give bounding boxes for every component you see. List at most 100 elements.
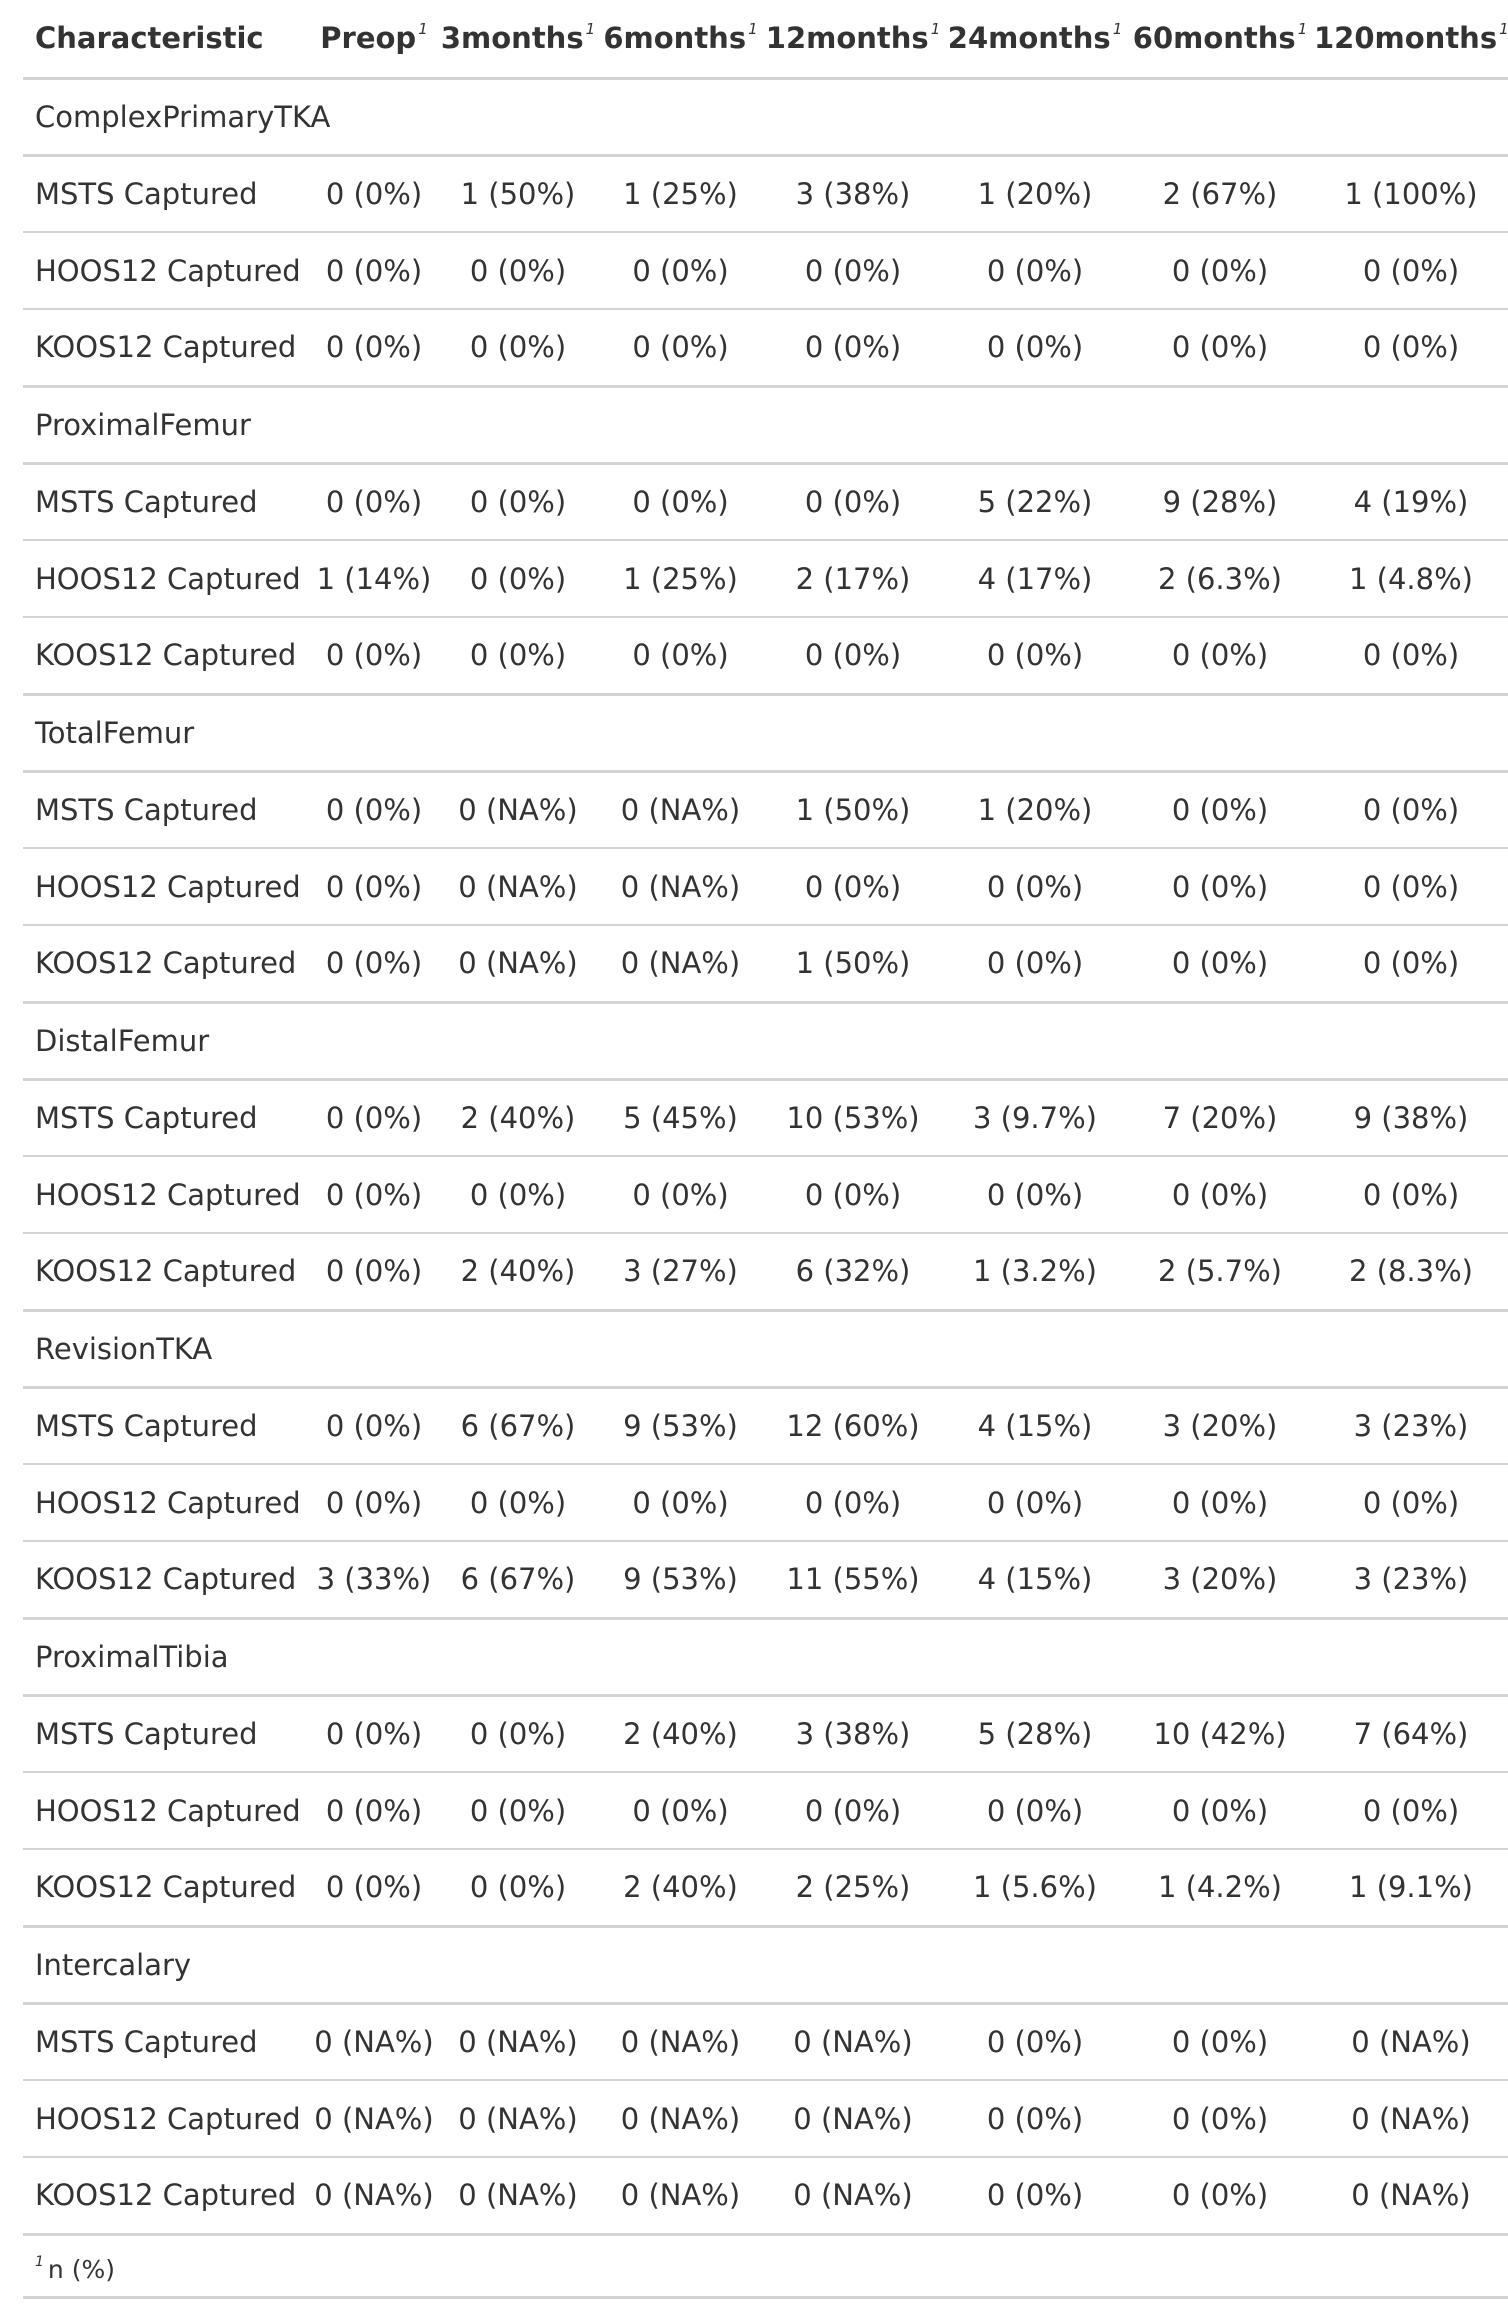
table-cell: 0 (0%) xyxy=(437,1772,599,1850)
table-cell: 0 (NA%) xyxy=(599,2080,762,2158)
table-cell: 10 (42%) xyxy=(1126,1695,1314,1773)
table-row: MSTS Captured 0 (0%) 0 (NA%) 0 (NA%) 1 (50%)… xyxy=(23,771,1508,849)
footnote-text: n (%) xyxy=(47,2255,115,2284)
row-label: KOOS12 Captured xyxy=(23,617,311,696)
column-header-label: Preop xyxy=(320,21,417,56)
table-cell: 3 (9.7%) xyxy=(944,1079,1126,1157)
table-cell: 0 (0%) xyxy=(762,309,944,388)
table-row: KOOS12 Captured 3 (33%) 6 (67%) 9 (53%) 11 (… xyxy=(23,1541,1508,1620)
table-cell: 3 (38%) xyxy=(762,1695,944,1773)
group-header-row: ProximalFemur xyxy=(23,386,1508,465)
table-cell: 0 (0%) xyxy=(437,1849,599,1928)
row-label: KOOS12 Captured xyxy=(23,1849,311,1928)
footnote-mark: 1 xyxy=(418,20,428,39)
table-cell: 0 (0%) xyxy=(944,617,1126,696)
table-cell: 0 (0%) xyxy=(311,848,437,926)
table-cell: 0 (0%) xyxy=(944,232,1126,310)
table-cell: 12 (60%) xyxy=(762,1387,944,1465)
table-cell: 0 (0%) xyxy=(437,309,599,388)
row-label: KOOS12 Captured xyxy=(23,2157,311,2236)
table-cell: 2 (40%) xyxy=(599,1849,762,1928)
table-cell: 0 (0%) xyxy=(762,617,944,696)
group-label: ProximalTibia xyxy=(23,1618,1508,1697)
table-row: KOOS12 Captured 0 (0%) 0 (0%) 0 (0%) 0 (0%) 0… xyxy=(23,309,1508,388)
table-cell: 0 (0%) xyxy=(944,925,1126,1004)
table-row: HOOS12 Captured 0 (0%) 0 (0%) 0 (0%) 0 (0%) 0… xyxy=(23,232,1508,310)
table-cell: 0 (0%) xyxy=(1314,232,1508,310)
group-header-row: RevisionTKA xyxy=(23,1310,1508,1389)
table-cell: 3 (23%) xyxy=(1314,1387,1508,1465)
table-row: KOOS12 Captured 0 (0%) 2 (40%) 3 (27%) 6 (32… xyxy=(23,1233,1508,1312)
group-header-row: ComplexPrimaryTKA xyxy=(23,78,1508,157)
table-cell: 10 (53%) xyxy=(762,1079,944,1157)
table-cell: 3 (20%) xyxy=(1126,1541,1314,1620)
row-label: KOOS12 Captured xyxy=(23,1233,311,1312)
table-cell: 0 (0%) xyxy=(599,1464,762,1542)
table-cell: 1 (50%) xyxy=(762,925,944,1004)
table-cell: 0 (0%) xyxy=(762,1772,944,1850)
table-cell: 0 (0%) xyxy=(1126,2003,1314,2081)
table-cell: 0 (0%) xyxy=(437,540,599,618)
row-label: MSTS Captured xyxy=(23,1387,311,1465)
table-cell: 1 (5.6%) xyxy=(944,1849,1126,1928)
table-cell: 0 (NA%) xyxy=(311,2003,437,2081)
table-cell: 0 (0%) xyxy=(1126,2080,1314,2158)
table-cell: 0 (0%) xyxy=(311,771,437,849)
column-header-label: Characteristic xyxy=(35,21,264,56)
column-header-12months: 12months 1 xyxy=(762,0,944,80)
table-cell: 6 (67%) xyxy=(437,1541,599,1620)
table-cell: 0 (0%) xyxy=(437,1464,599,1542)
table-cell: 6 (67%) xyxy=(437,1387,599,1465)
table-cell: 5 (45%) xyxy=(599,1079,762,1157)
table-cell: 4 (19%) xyxy=(1314,463,1508,541)
table-cell: 0 (NA%) xyxy=(437,848,599,926)
table-cell: 0 (0%) xyxy=(762,232,944,310)
table-cell: 0 (0%) xyxy=(944,1464,1126,1542)
group-label: ProximalFemur xyxy=(23,386,1508,465)
table-cell: 0 (0%) xyxy=(944,1772,1126,1850)
table-cell: 0 (0%) xyxy=(437,232,599,310)
table-cell: 0 (0%) xyxy=(599,617,762,696)
table-cell: 0 (0%) xyxy=(311,617,437,696)
table-cell: 0 (0%) xyxy=(437,1695,599,1773)
column-header-label: 12months xyxy=(765,21,929,56)
table-cell: 2 (40%) xyxy=(437,1079,599,1157)
table-cell: 1 (100%) xyxy=(1314,155,1508,233)
table-cell: 9 (28%) xyxy=(1126,463,1314,541)
table-cell: 0 (0%) xyxy=(1314,309,1508,388)
table-cell: 0 (NA%) xyxy=(437,771,599,849)
table-cell: 0 (NA%) xyxy=(599,771,762,849)
table-cell: 0 (0%) xyxy=(599,232,762,310)
column-header-label: 120months xyxy=(1314,21,1498,56)
table-cell: 0 (0%) xyxy=(1126,1772,1314,1850)
table-cell: 9 (38%) xyxy=(1314,1079,1508,1157)
table-cell: 0 (NA%) xyxy=(599,925,762,1004)
table-cell: 0 (0%) xyxy=(762,848,944,926)
table-cell: 1 (9.1%) xyxy=(1314,1849,1508,1928)
table-cell: 0 (0%) xyxy=(1126,771,1314,849)
footnote-mark: 1 xyxy=(1297,20,1308,39)
table-cell: 0 (0%) xyxy=(311,463,437,541)
row-label: HOOS12 Captured xyxy=(23,232,311,310)
row-label: KOOS12 Captured xyxy=(23,1541,311,1620)
table-cell: 0 (0%) xyxy=(762,463,944,541)
table-cell: 4 (15%) xyxy=(944,1541,1126,1620)
row-label: KOOS12 Captured xyxy=(23,309,311,388)
table-cell: 0 (NA%) xyxy=(762,2157,944,2236)
table-cell: 0 (NA%) xyxy=(762,2080,944,2158)
row-label: MSTS Captured xyxy=(23,2003,311,2081)
table-cell: 2 (8.3%) xyxy=(1314,1233,1508,1312)
table-cell: 2 (40%) xyxy=(599,1695,762,1773)
row-label: HOOS12 Captured xyxy=(23,1464,311,1542)
table-cell: 0 (NA%) xyxy=(1314,2157,1508,2236)
group-label: DistalFemur xyxy=(23,1002,1508,1081)
table-cell: 0 (0%) xyxy=(944,2003,1126,2081)
group-label: Intercalary xyxy=(23,1926,1508,2005)
table-cell: 9 (53%) xyxy=(599,1387,762,1465)
table-row: MSTS Captured 0 (0%) 0 (0%) 0 (0%) 0 (0%) 5 (… xyxy=(23,463,1508,541)
table-cell: 0 (NA%) xyxy=(311,2157,437,2236)
table-cell: 0 (0%) xyxy=(311,1156,437,1234)
column-header-characteristic: Characteristic xyxy=(23,0,311,80)
table-cell: 0 (0%) xyxy=(762,1156,944,1234)
